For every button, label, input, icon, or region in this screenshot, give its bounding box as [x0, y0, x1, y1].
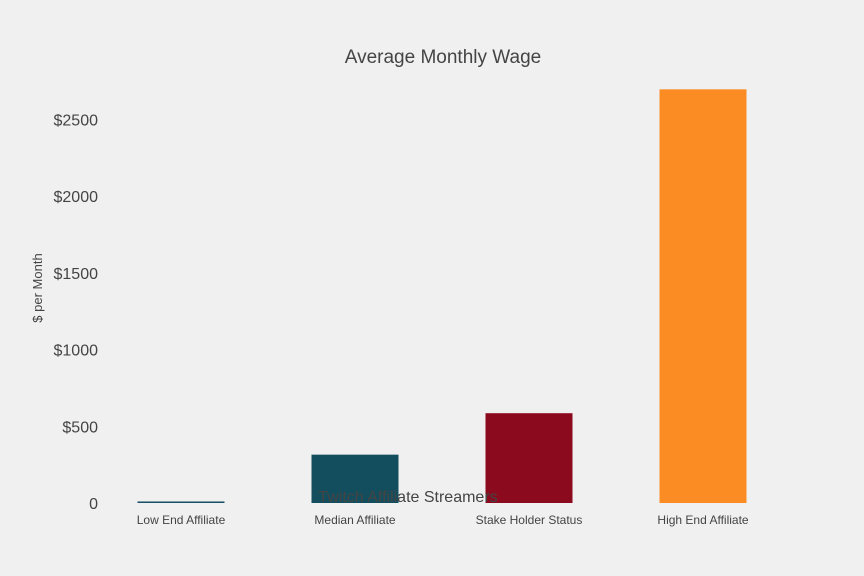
y-tick-label: $2000: [54, 189, 99, 206]
bars: [137, 89, 747, 503]
y-tick-label: $1500: [54, 266, 99, 283]
bar: [137, 501, 225, 503]
y-axis-label: $ per Month: [30, 253, 45, 322]
x-tick-label: Median Affiliate: [314, 513, 395, 527]
bar: [659, 89, 747, 503]
bar: [485, 413, 573, 503]
y-axis-ticks: 0 $500 $1000 $1500 $2000 $2500: [54, 112, 99, 513]
y-tick-label: 0: [89, 496, 98, 513]
x-tick-label: Stake Holder Status: [476, 513, 583, 527]
x-axis-label: Twitch Affiliate Streamers: [318, 489, 497, 506]
bar: [311, 454, 399, 503]
x-tick-label: High End Affiliate: [657, 513, 748, 527]
y-tick-label: $500: [62, 419, 98, 436]
y-tick-label: $2500: [54, 112, 99, 129]
y-tick-label: $1000: [54, 343, 99, 360]
chart-title: Average Monthly Wage: [345, 47, 541, 68]
x-tick-label: Low End Affiliate: [137, 513, 226, 527]
x-axis-ticks: Low End Affiliate Median Affiliate Stake H…: [137, 513, 749, 527]
